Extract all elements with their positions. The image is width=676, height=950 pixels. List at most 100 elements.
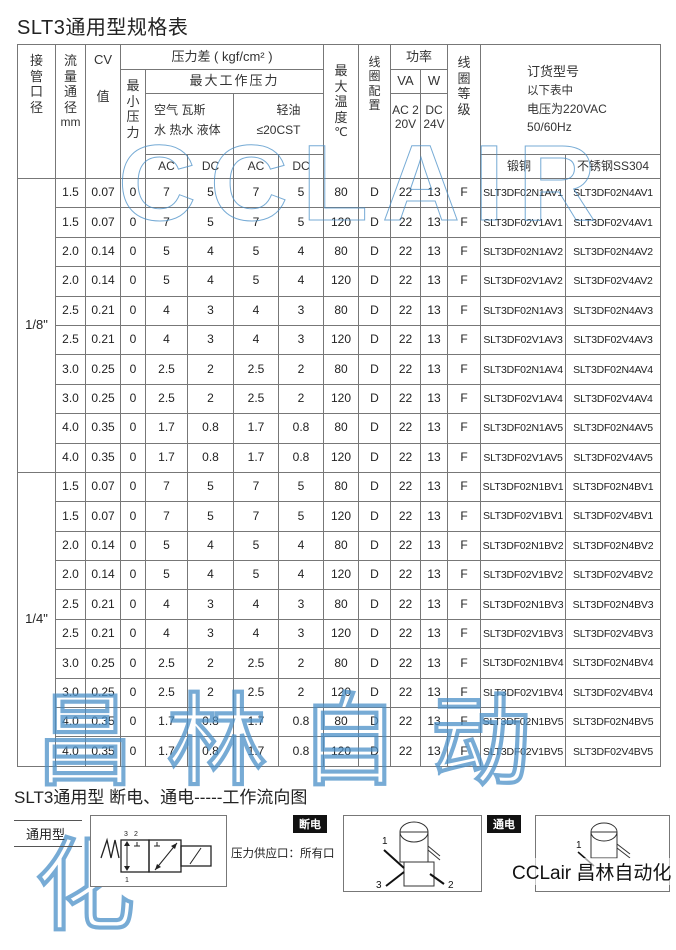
- gas-ac-cell: 4: [145, 589, 188, 620]
- cv-cell: 0.07: [85, 177, 121, 209]
- table-row: 2.5 0.21 0 4 3 4 3 120 D 22 13 F SLT3DF02V1BV3 SLT3DF…: [18, 618, 662, 650]
- gas-dc-cell: 5: [187, 501, 234, 532]
- gas-dc-cell: 4: [187, 530, 234, 562]
- header-va: VA: [390, 69, 421, 94]
- oil-dc-cell: 5: [278, 177, 324, 209]
- coil-config-cell: D: [358, 207, 391, 238]
- oil-ac-cell: 7: [233, 207, 279, 238]
- max-temp-cell: 120: [323, 560, 359, 591]
- coil-config-cell: D: [358, 560, 391, 591]
- w-cell: 13: [419, 618, 449, 650]
- flow-dia-cell: 1.5: [55, 501, 86, 532]
- table-row: 1/4" 1.5 0.07 0 7 5 7 5 80 D 22 13 F SLT3DF02N1BV1 SLT…: [17, 471, 662, 767]
- max-temp-cell: 120: [323, 677, 359, 709]
- table-row: 3.0 0.25 0 2.5 2 2.5 2 120 D 22 13 F SLT3DF02V1AV4 SL…: [18, 383, 662, 415]
- header-coil-grade: 线圈等级: [447, 44, 482, 179]
- header-ac-220v: AC 220V: [390, 93, 421, 179]
- max-temp-cell: 120: [323, 266, 359, 297]
- gas-dc-cell: 2: [187, 648, 234, 679]
- oil-dc-cell: 5: [278, 207, 324, 238]
- max-temp-cell: 120: [323, 324, 359, 356]
- oil-ac-cell: 5: [233, 530, 279, 562]
- table-row: 2.0 0.14 0 5 4 5 4 80 D 22 13 F SLT3DF02N1AV2 SLT3DF0…: [18, 236, 662, 268]
- coil-grade-cell: F: [447, 677, 482, 709]
- model-brass-cell: SLT3DF02V1AV3: [480, 324, 567, 356]
- power-off-tag: 断电: [293, 815, 327, 833]
- flow-dia-cell: 4.0: [55, 707, 86, 738]
- valve-power-off-icon: 1 3 2: [376, 821, 454, 891]
- type-label: 通用型: [14, 820, 82, 847]
- gas-dc-cell: 0.8: [187, 442, 234, 473]
- header-cv: CV 值: [85, 44, 121, 179]
- min-pressure-cell: 0: [120, 648, 146, 679]
- model-brass-cell: SLT3DF02V1BV4: [480, 677, 567, 709]
- min-pressure-cell: 0: [120, 589, 146, 620]
- model-brass-cell: SLT3DF02V1AV1: [480, 207, 567, 238]
- flow-dia-cell: 2.5: [55, 589, 86, 620]
- model-stainless-cell: SLT3DF02V4AV3: [565, 324, 662, 356]
- flow-dia-cell: 3.0: [55, 383, 86, 415]
- va-cell: 22: [390, 442, 421, 473]
- va-cell: 22: [390, 177, 421, 209]
- gas-dc-cell: 5: [187, 207, 234, 238]
- gas-ac-cell: 7: [145, 207, 188, 238]
- oil-ac-cell: 1.7: [233, 442, 279, 473]
- gas-dc-cell: 0.8: [187, 736, 234, 767]
- table-row: 3.0 0.25 0 2.5 2 2.5 2 80 D 22 13 F SLT3DF02N1AV4 SLT…: [18, 354, 662, 385]
- cv-cell: 0.14: [85, 560, 121, 591]
- cv-cell: 0.35: [85, 413, 121, 444]
- oil-dc-cell: 0.8: [278, 442, 324, 473]
- table-row: 2.5 0.21 0 4 3 4 3 80 D 22 13 F SLT3DF02N1BV3 SLT3DF0…: [18, 589, 662, 620]
- flow-dia-cell: 2.5: [55, 618, 86, 650]
- min-pressure-cell: 0: [120, 501, 146, 532]
- cv-cell: 0.25: [85, 648, 121, 679]
- coil-config-cell: D: [358, 589, 391, 620]
- footer-logo: CCLair 昌林自动化: [512, 858, 672, 885]
- max-temp-cell: 80: [323, 471, 359, 503]
- header-ac-2: AC: [233, 154, 279, 179]
- oil-ac-cell: 4: [233, 589, 279, 620]
- coil-grade-cell: F: [447, 736, 482, 767]
- min-pressure-cell: 0: [120, 618, 146, 650]
- oil-dc-cell: 5: [278, 471, 324, 503]
- gas-dc-cell: 2: [187, 677, 234, 709]
- va-cell: 22: [390, 236, 421, 268]
- oil-ac-cell: 7: [233, 471, 279, 503]
- oil-dc-cell: 3: [278, 295, 324, 326]
- oil-dc-cell: 0.8: [278, 736, 324, 767]
- gas-dc-cell: 3: [187, 589, 234, 620]
- gas-dc-cell: 2: [187, 383, 234, 415]
- min-pressure-cell: 0: [120, 236, 146, 268]
- coil-config-cell: D: [358, 501, 391, 532]
- va-cell: 22: [390, 618, 421, 650]
- port-size-cell: 1/4": [17, 471, 56, 767]
- cv-cell: 0.07: [85, 471, 121, 503]
- model-stainless-cell: SLT3DF02N4AV4: [565, 354, 662, 385]
- gas-dc-cell: 3: [187, 618, 234, 650]
- oil-dc-cell: 3: [278, 324, 324, 356]
- cv-cell: 0.21: [85, 589, 121, 620]
- coil-config-cell: D: [358, 236, 391, 268]
- gas-dc-cell: 4: [187, 236, 234, 268]
- cv-cell: 0.25: [85, 383, 121, 415]
- cv-cell: 0.14: [85, 236, 121, 268]
- cv-cell: 0.21: [85, 324, 121, 356]
- gas-dc-cell: 0.8: [187, 413, 234, 444]
- table-row: 4.0 0.35 0 1.7 0.8 1.7 0.8 120 D 22 13 F SLT3DF02V1B…: [18, 736, 662, 767]
- oil-ac-cell: 2.5: [233, 383, 279, 415]
- header-media-light-oil: 轻油 ≤20CST: [233, 93, 324, 155]
- cv-cell: 0.25: [85, 677, 121, 709]
- coil-config-cell: D: [358, 354, 391, 385]
- va-cell: 22: [390, 295, 421, 326]
- min-pressure-cell: 0: [120, 266, 146, 297]
- oil-ac-cell: 1.7: [233, 736, 279, 767]
- va-cell: 22: [390, 266, 421, 297]
- min-pressure-cell: 0: [120, 471, 146, 503]
- va-cell: 22: [390, 324, 421, 356]
- oil-dc-cell: 4: [278, 266, 324, 297]
- coil-config-cell: D: [358, 618, 391, 650]
- va-cell: 22: [390, 413, 421, 444]
- svg-text:3: 3: [124, 831, 128, 838]
- oil-ac-cell: 1.7: [233, 413, 279, 444]
- oil-ac-cell: 2.5: [233, 648, 279, 679]
